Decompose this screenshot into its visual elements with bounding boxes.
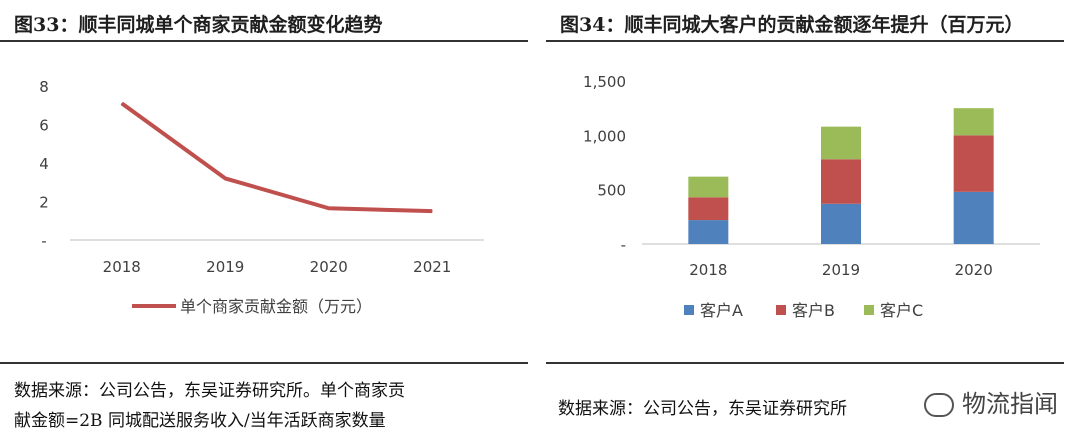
right-panel: 图34：顺丰同城大客户的贡献金额逐年提升（百万元） 1,500 1,000 500 -…	[546, 0, 1080, 448]
y-tick-label: 2	[39, 194, 49, 212]
data-point	[121, 102, 123, 104]
stacked-bar-chart: 1,500 1,000 500 - 2018 2019 2020 客户A 客户B 客户C	[583, 73, 1040, 320]
x-tick-label: 2020	[310, 258, 348, 276]
bar-segment	[953, 191, 994, 244]
bar-segment	[821, 203, 861, 244]
legend-label: 单个商家贡献金额（万元）	[180, 297, 372, 316]
y-tick-label: 1,500	[583, 73, 626, 91]
left-panel: 图33：顺丰同城单个商家贡献金额变化趋势 8 6 4 2 - 2018 2019 2020 20…	[0, 0, 528, 448]
legend-label: 客户B	[792, 301, 835, 320]
data-point	[328, 207, 330, 209]
bar-segment	[953, 108, 994, 136]
left-source-line-2: 献金额=2B 同城配送服务收入/当年活跃商家数量	[14, 411, 386, 431]
right-bottom-rule	[546, 362, 1064, 364]
data-point	[431, 210, 433, 212]
y-tick-label: 500	[597, 182, 626, 200]
bar-segment	[821, 159, 861, 204]
wechat-icon	[924, 393, 954, 417]
y-tick-label: 6	[39, 117, 49, 135]
watermark: 物流指闻	[924, 384, 1058, 419]
x-tick-label: 2019	[822, 261, 860, 279]
right-chart-title: 图34：顺丰同城大客户的贡献金额逐年提升（百万元）	[560, 14, 1024, 36]
bar-segment	[688, 176, 729, 198]
bar-segment	[688, 220, 729, 244]
bar-segment	[953, 135, 994, 192]
data-point	[224, 177, 226, 179]
legend-label: 客户C	[880, 301, 923, 320]
bar-segment	[821, 126, 861, 160]
right-top-rule	[546, 40, 1064, 42]
x-tick-label: 2019	[206, 258, 244, 276]
bar-segment	[688, 197, 729, 221]
legend-swatch	[684, 305, 694, 315]
y-tick-label: 8	[39, 78, 49, 96]
y-tick-label: -	[41, 232, 46, 250]
left-source-line-1: 数据来源：公司公告，东吴证券研究所。单个商家贡	[14, 381, 405, 401]
line-chart: 8 6 4 2 - 2018 2019 2020 2021 单个商家贡献金额（万元）	[39, 78, 484, 316]
left-chart-title: 图33：顺丰同城单个商家贡献金额变化趋势	[14, 14, 383, 36]
left-bottom-rule	[0, 362, 528, 364]
series-line	[120, 101, 433, 214]
x-tick-label: 2021	[413, 258, 451, 276]
right-source: 数据来源：公司公告，东吴证券研究所	[558, 399, 847, 419]
x-tick-label: 2018	[689, 261, 727, 279]
y-tick-label: 1,000	[583, 127, 626, 145]
legend-swatch	[776, 305, 786, 315]
legend-label: 客户A	[700, 301, 743, 320]
x-tick-label: 2018	[103, 258, 141, 276]
watermark-text: 物流指闻	[962, 390, 1058, 418]
left-top-rule	[0, 40, 528, 42]
legend-swatch	[864, 305, 874, 315]
x-tick-label: 2020	[955, 261, 993, 279]
y-tick-label: 4	[39, 155, 49, 173]
y-tick-label: -	[621, 236, 626, 254]
